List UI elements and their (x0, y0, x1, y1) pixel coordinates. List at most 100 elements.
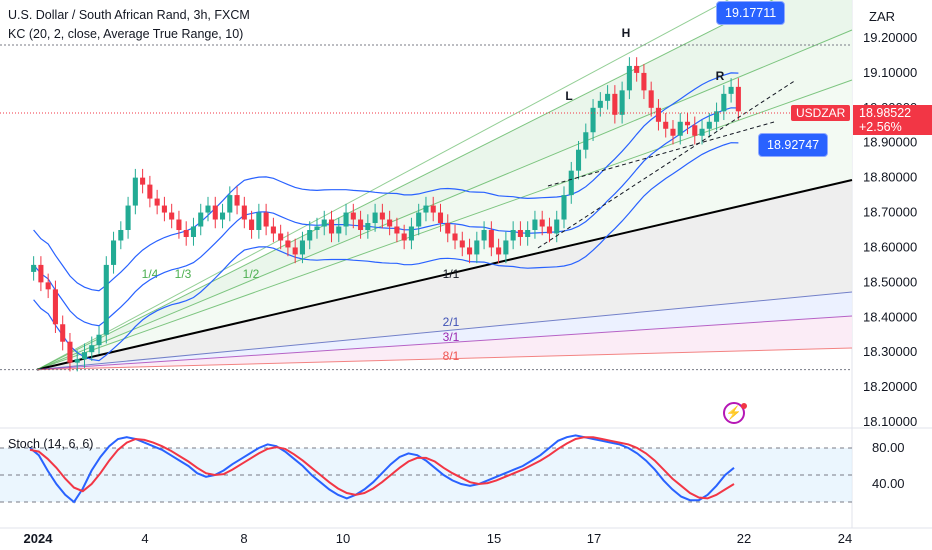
candle-body (190, 226, 197, 237)
time-tick: 8 (240, 531, 247, 546)
candle-body (307, 230, 313, 241)
fan-zone (37, 0, 852, 370)
notification-dot (741, 403, 747, 409)
candle-body (205, 205, 211, 213)
kc-upper-band (33, 72, 739, 292)
candle-body (445, 223, 451, 234)
candle-body (612, 93, 618, 115)
candle-body (532, 219, 538, 230)
candle-body (735, 86, 741, 112)
candle-body (575, 149, 582, 171)
candle-body (525, 230, 531, 237)
time-tick: 17 (587, 531, 601, 546)
candle-body (488, 230, 494, 248)
fan-label: 1/4 (142, 267, 159, 281)
stoch-tick: 80.00 (872, 440, 905, 455)
fan-label: 8/1 (443, 349, 460, 363)
current-price-tag: 18.98522 +2.56% (853, 105, 932, 135)
time-tick: 15 (487, 531, 501, 546)
candle-body (176, 219, 182, 230)
time-tick: 4 (141, 531, 148, 546)
price-tick: 18.80000 (863, 170, 917, 185)
stoch-tick: 40.00 (872, 476, 905, 491)
candle-body (263, 212, 269, 227)
candle-body (423, 205, 429, 213)
candle-body (706, 121, 712, 129)
candle-body (379, 212, 385, 220)
candle-body (437, 212, 444, 224)
candle-body (554, 219, 560, 234)
candle-body (583, 132, 589, 150)
fan-line (36, 347, 853, 371)
candle-body (270, 226, 276, 234)
current-price: 18.98522 (859, 106, 912, 120)
candle-body (314, 226, 320, 230)
candle-body (416, 212, 422, 227)
kc-basis (33, 107, 739, 327)
candle-body (365, 223, 371, 230)
trend-dashed-1 (537, 79, 797, 249)
price-tick: 18.50000 (863, 274, 917, 289)
candle-body (358, 219, 364, 230)
price-tick: 18.90000 (863, 135, 917, 150)
candle-body (655, 107, 661, 122)
candle-body (118, 230, 124, 241)
candle-body (198, 212, 204, 227)
time-tick: 22 (737, 531, 751, 546)
time-tick: 2024 (24, 531, 54, 546)
candle-body (590, 107, 596, 133)
candle-body (285, 240, 291, 248)
candle-body (546, 226, 553, 234)
candle-body (52, 289, 58, 325)
candle-body (60, 324, 66, 342)
fan-label: 1/3 (175, 267, 192, 281)
candle-body (728, 86, 734, 94)
candle-body (125, 205, 131, 230)
candle-body (721, 93, 727, 112)
lightning-icon[interactable]: ⚡ (723, 402, 745, 424)
pattern-label: L (565, 89, 572, 103)
candle-body (430, 205, 436, 213)
pattern-label: R (716, 69, 725, 83)
candle-body (539, 219, 545, 227)
candle-body (111, 240, 117, 265)
indicator-label[interactable]: KC (20, 2, close, Average True Range, 10… (8, 27, 244, 41)
price-tick: 19.10000 (863, 65, 917, 80)
candle-body (299, 240, 305, 255)
price-tick: 18.30000 (863, 344, 917, 359)
candle-body (517, 230, 523, 237)
stoch-label[interactable]: Stoch (14, 6, 6) (8, 437, 94, 451)
candle-body (684, 121, 691, 126)
candle-body (714, 111, 720, 122)
candle-body (74, 359, 80, 363)
candle-body (154, 198, 160, 206)
candle-body (249, 219, 255, 230)
fan-label: 1/1 (443, 267, 460, 281)
candle-body (677, 121, 683, 136)
candle-body (663, 121, 669, 129)
candle-body (699, 128, 705, 136)
price-tick: 19.20000 (863, 30, 917, 45)
candle-body (568, 170, 574, 196)
fan-line (36, 315, 853, 371)
lower-price-badge[interactable]: 18.92747 (758, 133, 829, 157)
candle-body (292, 247, 298, 255)
time-tick: 10 (336, 531, 350, 546)
candle-body (510, 230, 516, 241)
upper-price-badge[interactable]: 19.17711 (716, 1, 786, 25)
candle-body (256, 212, 262, 230)
stoch-k-line (29, 434, 735, 504)
candle-body (321, 219, 327, 227)
candle-body (140, 177, 146, 185)
candle-body (147, 184, 153, 199)
candle-body (372, 212, 378, 224)
candle-body (96, 334, 102, 346)
price-tick: 18.60000 (863, 239, 917, 254)
candle-body (219, 212, 226, 220)
candle-body (597, 100, 603, 108)
candle-body (103, 264, 109, 335)
fan-label: 3/1 (443, 330, 460, 344)
candle-body (45, 282, 51, 290)
candle-body (474, 240, 480, 255)
